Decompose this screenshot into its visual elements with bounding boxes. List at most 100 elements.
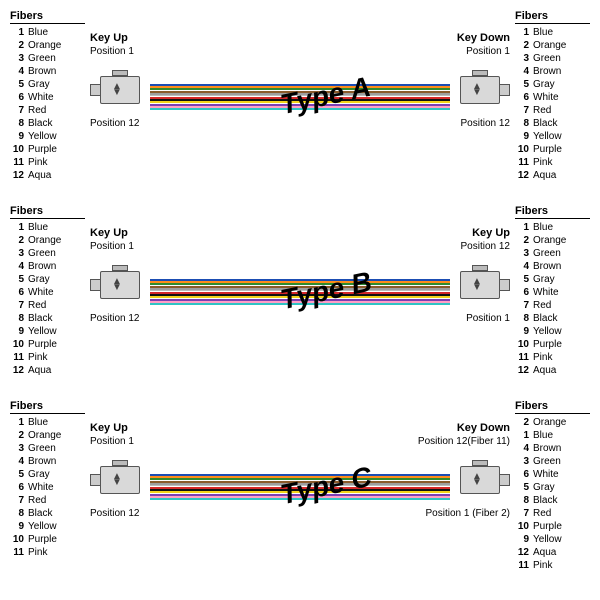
fiber-number: 9 [10,520,24,533]
fiber-name: Black [28,312,52,325]
cable-type-panel: Fibers1Blue2Orange3Green4Brown5Gray6Whit… [0,10,600,200]
fiber-row: 9 Yellow [10,130,85,143]
connector-key [472,460,488,466]
fiber-name: Green [533,247,561,260]
fiber-number: 11 [515,559,529,572]
fiber-row: 3Green [515,247,590,260]
fiber-row: 12Aqua [515,169,590,182]
fiber-row: 2Orange [10,429,85,442]
fiber-row: 6White [515,91,590,104]
fiber-row: 9Yellow [10,325,85,338]
fiber-header: Fibers [515,400,590,414]
fiber-name: Purple [28,143,57,156]
fiber-name: Orange [28,39,61,52]
fiber-header: Fibers [515,10,590,24]
fiber-name: Pink [533,559,552,572]
fiber-row: 8Black [515,494,590,507]
fiber-name: Blue [533,26,553,39]
fiber-name: White [28,91,54,104]
fiber-name: White [533,468,559,481]
fiber-name: Gray [28,468,50,481]
fiber-number: 1 [10,221,24,234]
connector-key [472,70,488,76]
fiber-row: 6 White [10,91,85,104]
fiber-name: Blue [533,429,553,442]
fiber-name: Yellow [28,325,57,338]
left-key-label: Key Up [90,32,128,44]
fiber-row: 2 Orange [10,39,85,52]
fiber-row: 8Black [515,312,590,325]
fiber-number: 3 [10,247,24,260]
fiber-name: Purple [533,143,562,156]
fiber-line [150,303,450,305]
connector-right: ▲▼ [450,70,510,110]
fiber-number: 4 [10,65,24,78]
right-pos-bottom: Position 1 (Fiber 2) [426,508,510,519]
fiber-name: Brown [533,260,561,273]
left-key-label: Key Up [90,422,128,434]
fiber-row: 10 Purple [515,143,590,156]
fiber-name: Orange [533,39,566,52]
fiber-number: 5 [10,78,24,91]
fiber-number: 12 [10,364,24,377]
fiber-name: Black [28,507,52,520]
fiber-number: 6 [10,91,24,104]
left-pos-top: Position 1 [90,241,134,252]
fiber-name: Black [28,117,52,130]
fiber-line [150,498,450,500]
fiber-number: 10 [10,143,24,156]
fiber-number: 2 [10,234,24,247]
fiber-name: Yellow [28,130,57,143]
fiber-header: Fibers [10,205,85,219]
fiber-number: 4 [515,442,529,455]
fiber-row: 7Red [515,104,590,117]
fiber-row: 7Red [515,507,590,520]
fiber-row: 1Blue [515,429,590,442]
fiber-row: 3Green [10,52,85,65]
connector-left: ▲▼ [90,265,150,305]
fiber-header: Fibers [515,205,590,219]
fiber-row: 5Gray [10,273,85,286]
fiber-cable [150,279,450,305]
fiber-name: Black [533,312,557,325]
fiber-number: 2 [10,39,24,52]
fiber-number: 3 [10,52,24,65]
connector-arrows-icon: ▲▼ [112,84,122,96]
fiber-number: 4 [515,65,529,78]
fiber-number: 7 [10,494,24,507]
right-pos-bottom: Position 1 [466,313,510,324]
fiber-row: 2Orange [515,234,590,247]
fiber-row: 11Pink [515,351,590,364]
connector-key [112,265,128,271]
fiber-name: Purple [28,338,57,351]
fiber-name: Aqua [533,169,556,182]
fiber-number: 9 [10,130,24,143]
fiber-number: 8 [10,312,24,325]
fiber-number: 12 [10,169,24,182]
fiber-number: 7 [10,104,24,117]
fiber-row: 5Gray [10,468,85,481]
connector-left: ▲▼ [90,70,150,110]
fiber-row: 4Brown [515,442,590,455]
fiber-number: 7 [515,299,529,312]
fiber-number: 6 [10,481,24,494]
fiber-row: 3Green [10,247,85,260]
fiber-name: Red [28,494,46,507]
fiber-name: Green [28,442,56,455]
fiber-number: 10 [515,143,529,156]
fiber-name: Blue [28,26,48,39]
fiber-name: Pink [533,351,552,364]
fiber-row: 8 Black [10,312,85,325]
fiber-list-right: Fibers1Blue2Orange3Green4Brown5Gray6Whit… [515,10,590,182]
fiber-name: Pink [28,546,47,559]
fiber-name: Orange [533,416,566,429]
fiber-row: 1Blue [515,26,590,39]
fiber-row: 6White [515,468,590,481]
fiber-cable [150,474,450,500]
fiber-row: 9Yellow [515,533,590,546]
fiber-row: 11 Pink [515,559,590,572]
fiber-name: White [533,91,559,104]
fiber-row: 11Pink [10,546,85,559]
fiber-row: 5Gray [515,78,590,91]
fiber-number: 11 [10,156,24,169]
